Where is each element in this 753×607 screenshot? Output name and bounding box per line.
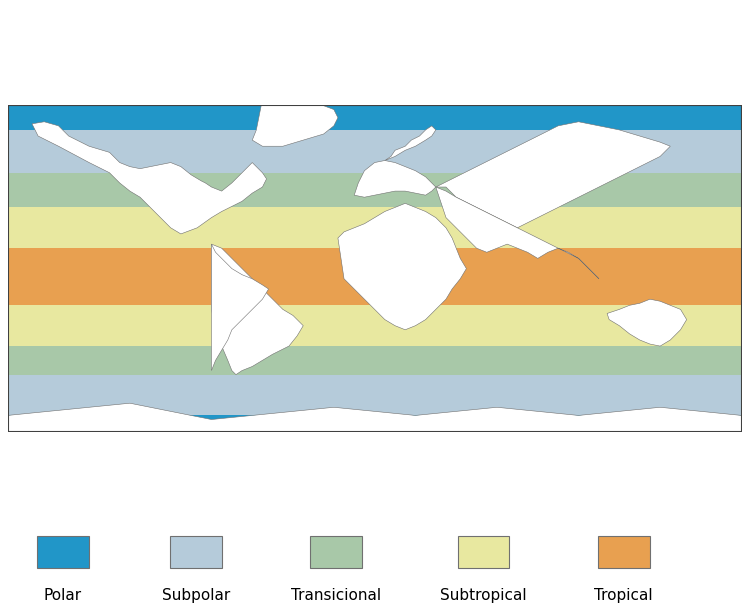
Bar (8, 191, 742, 248)
Bar (8, 364, 742, 415)
Polygon shape (252, 100, 338, 146)
Text: Polar: Polar (44, 588, 82, 603)
Bar (310, 536, 361, 568)
Polygon shape (338, 203, 466, 330)
Text: Subtropical: Subtropical (441, 588, 527, 603)
Bar (8, 334, 742, 375)
Polygon shape (212, 244, 269, 370)
Bar (8, 130, 742, 173)
Polygon shape (32, 122, 267, 234)
Polygon shape (436, 122, 670, 228)
Bar (458, 536, 509, 568)
Bar (598, 536, 650, 568)
Text: Transicional: Transicional (291, 588, 381, 603)
Polygon shape (385, 126, 436, 160)
Polygon shape (607, 299, 687, 346)
Polygon shape (354, 160, 436, 197)
Bar (170, 536, 221, 568)
Polygon shape (436, 187, 599, 279)
Bar (8, 158, 742, 208)
Text: Subpolar: Subpolar (162, 588, 230, 603)
Bar (8, 289, 742, 346)
Polygon shape (8, 403, 742, 432)
Text: Tropical: Tropical (594, 588, 653, 603)
Bar (37, 536, 89, 568)
Polygon shape (212, 244, 303, 375)
Bar (8, 232, 742, 305)
